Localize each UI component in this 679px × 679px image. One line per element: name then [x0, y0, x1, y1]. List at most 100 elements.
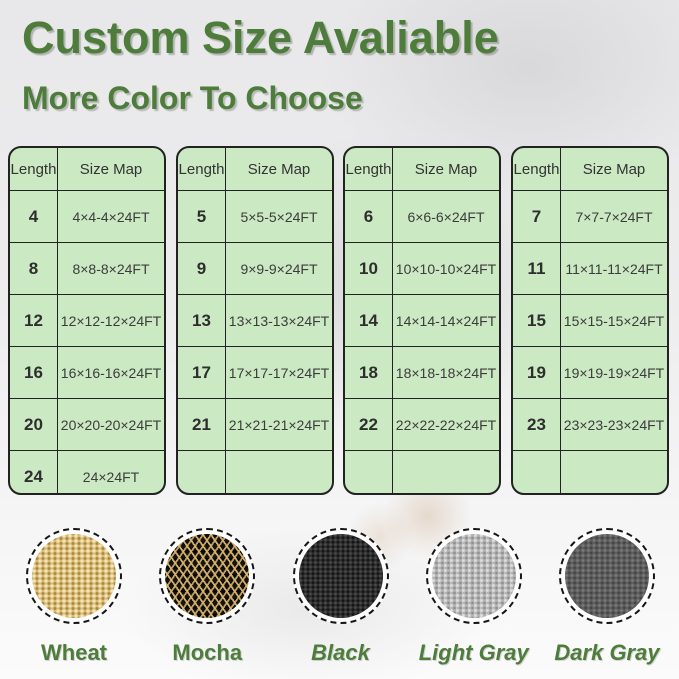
- length-value: 10: [345, 243, 393, 294]
- length-value: 16: [10, 347, 58, 398]
- color-swatches-row: Wheat Mocha Black Light Gray Dark Gray: [0, 528, 679, 673]
- size-table-2: Length Size Map 5 5×5-5×24FT 9 9×9-9×24FT 13 13…: [176, 146, 334, 495]
- size-map-value: 11×11-11×24FT: [565, 260, 663, 277]
- table-header-row: Length Size Map: [10, 148, 164, 190]
- size-map-value: 13×13-13×24FT: [228, 312, 330, 329]
- size-map-value: 18×18-18×24FT: [395, 364, 497, 381]
- table-row: 18 18×18-18×24FT: [345, 346, 499, 398]
- size-map-value: 6×6-6×24FT: [407, 208, 485, 225]
- length-value: [513, 451, 561, 493]
- table-row: 20 20×20-20×24FT: [10, 398, 164, 450]
- length-value: 6: [345, 191, 393, 242]
- color-swatch-black: Black: [279, 528, 403, 673]
- size-table-1: Length Size Map 4 4×4-4×24FT 8 8×8-8×24FT 12 12…: [8, 146, 166, 495]
- length-value: 15: [513, 295, 561, 346]
- size-map-value: [561, 451, 667, 493]
- size-table-4: Length Size Map 7 7×7-7×24FT 11 11×11-11×24FT…: [511, 146, 669, 495]
- size-map-value: 23×23-23×24FT: [563, 416, 665, 433]
- size-map-value: 14×14-14×24FT: [395, 312, 497, 329]
- size-map-value: 9×9-9×24FT: [240, 260, 318, 277]
- size-map-header: Size Map: [79, 160, 143, 178]
- table-row: 19 19×19-19×24FT: [513, 346, 667, 398]
- length-value: 4: [10, 191, 58, 242]
- length-header: Length: [345, 148, 393, 190]
- size-map-value: 15×15-15×24FT: [563, 312, 665, 329]
- size-map-value: 10×10-10×24FT: [395, 260, 497, 277]
- color-swatch-wheat: Wheat: [12, 528, 136, 673]
- length-value: 7: [513, 191, 561, 242]
- table-row: 16 16×16-16×24FT: [10, 346, 164, 398]
- table-row: [513, 450, 667, 493]
- table-row: 6 6×6-6×24FT: [345, 190, 499, 242]
- length-header: Length: [10, 148, 58, 190]
- swatch-label: Mocha: [172, 640, 243, 665]
- length-value: 19: [513, 347, 561, 398]
- swatch-dashed-ring: [159, 528, 256, 624]
- fabric-sample-black: [298, 534, 383, 618]
- length-header: Length: [178, 148, 226, 190]
- length-value: 18: [345, 347, 393, 398]
- size-map-value: 12×12-12×24FT: [60, 312, 162, 329]
- table-row: 21 21×21-21×24FT: [178, 398, 332, 450]
- size-map-value: [226, 451, 332, 493]
- table-row: 14 14×14-14×24FT: [345, 294, 499, 346]
- length-value: 5: [178, 191, 226, 242]
- size-map-value: 4×4-4×24FT: [72, 208, 150, 225]
- page-subtitle: More Color To Choose: [22, 80, 363, 116]
- color-swatch-light-gray: Light Gray: [412, 528, 536, 673]
- table-row: 13 13×13-13×24FT: [178, 294, 332, 346]
- color-swatch-mocha: Mocha: [145, 528, 269, 673]
- size-map-value: 17×17-17×24FT: [228, 364, 330, 381]
- size-map-value: 8×8-8×24FT: [72, 260, 150, 277]
- table-row: 12 12×12-12×24FT: [10, 294, 164, 346]
- length-value: 17: [178, 347, 226, 398]
- swatch-dashed-ring: [26, 528, 122, 624]
- length-value: 14: [345, 295, 393, 346]
- swatch-dashed-ring: [425, 528, 522, 624]
- table-row: 7 7×7-7×24FT: [513, 190, 667, 242]
- length-header: Length: [513, 148, 561, 190]
- table-header-row: Length Size Map: [345, 148, 499, 190]
- table-row: 15 15×15-15×24FT: [513, 294, 667, 346]
- table-row: 17 17×17-17×24FT: [178, 346, 332, 398]
- table-row: 22 22×22-22×24FT: [345, 398, 499, 450]
- size-table-3: Length Size Map 6 6×6-6×24FT 10 10×10-10×24FT…: [343, 146, 501, 495]
- fabric-sample-wheat: [32, 534, 116, 618]
- table-row: 11 11×11-11×24FT: [513, 242, 667, 294]
- table-row: 5 5×5-5×24FT: [178, 190, 332, 242]
- size-map-value: 16×16-16×24FT: [60, 364, 162, 381]
- length-value: 21: [178, 399, 226, 450]
- size-map-header: Size Map: [414, 160, 478, 178]
- size-map-value: 19×19-19×24FT: [563, 364, 665, 381]
- length-value: 12: [10, 295, 58, 346]
- color-swatch-dark-gray: Dark Gray: [545, 528, 669, 673]
- table-header-row: Length Size Map: [513, 148, 667, 190]
- page-title: Custom Size Avaliable: [22, 12, 499, 63]
- size-map-value: 21×21-21×24FT: [228, 416, 330, 433]
- table-row: 4 4×4-4×24FT: [10, 190, 164, 242]
- length-value: 24: [10, 451, 58, 493]
- table-row: 23 23×23-23×24FT: [513, 398, 667, 450]
- length-value: 23: [513, 399, 561, 450]
- length-value: 11: [513, 243, 561, 294]
- size-map-header: Size Map: [247, 160, 311, 178]
- size-map-value: 20×20-20×24FT: [60, 416, 162, 433]
- size-map-value: 7×7-7×24FT: [575, 208, 653, 225]
- size-map-value: 5×5-5×24FT: [240, 208, 318, 225]
- size-map-value: 22×22-22×24FT: [395, 416, 497, 433]
- fabric-sample-light-gray: [431, 534, 516, 618]
- size-map-header: Size Map: [582, 160, 646, 178]
- length-value: [178, 451, 226, 493]
- fabric-sample-mocha: [165, 534, 250, 618]
- swatch-dashed-ring: [292, 528, 389, 624]
- table-row: 9 9×9-9×24FT: [178, 242, 332, 294]
- fabric-sample-dark-gray: [565, 534, 649, 618]
- swatch-label: Dark Gray: [554, 640, 660, 665]
- table-row: 8 8×8-8×24FT: [10, 242, 164, 294]
- table-row: [345, 450, 499, 493]
- table-header-row: Length Size Map: [178, 148, 332, 190]
- length-value: 22: [345, 399, 393, 450]
- size-tables-container: Length Size Map 4 4×4-4×24FT 8 8×8-8×24FT 12 12…: [0, 146, 679, 499]
- length-value: 13: [178, 295, 226, 346]
- table-row: 24 24×24FT: [10, 450, 164, 493]
